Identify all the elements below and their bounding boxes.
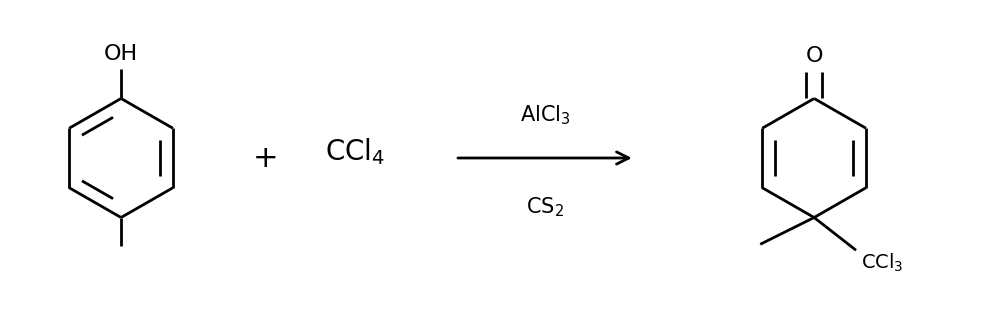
Text: O: O bbox=[805, 46, 823, 66]
Text: AlCl$_3$: AlCl$_3$ bbox=[520, 103, 570, 127]
Text: CCl$_3$: CCl$_3$ bbox=[861, 252, 903, 274]
Text: OH: OH bbox=[104, 44, 138, 64]
Text: CCl$_4$: CCl$_4$ bbox=[325, 136, 385, 167]
Text: CS$_2$: CS$_2$ bbox=[526, 196, 564, 219]
Text: +: + bbox=[253, 143, 278, 173]
